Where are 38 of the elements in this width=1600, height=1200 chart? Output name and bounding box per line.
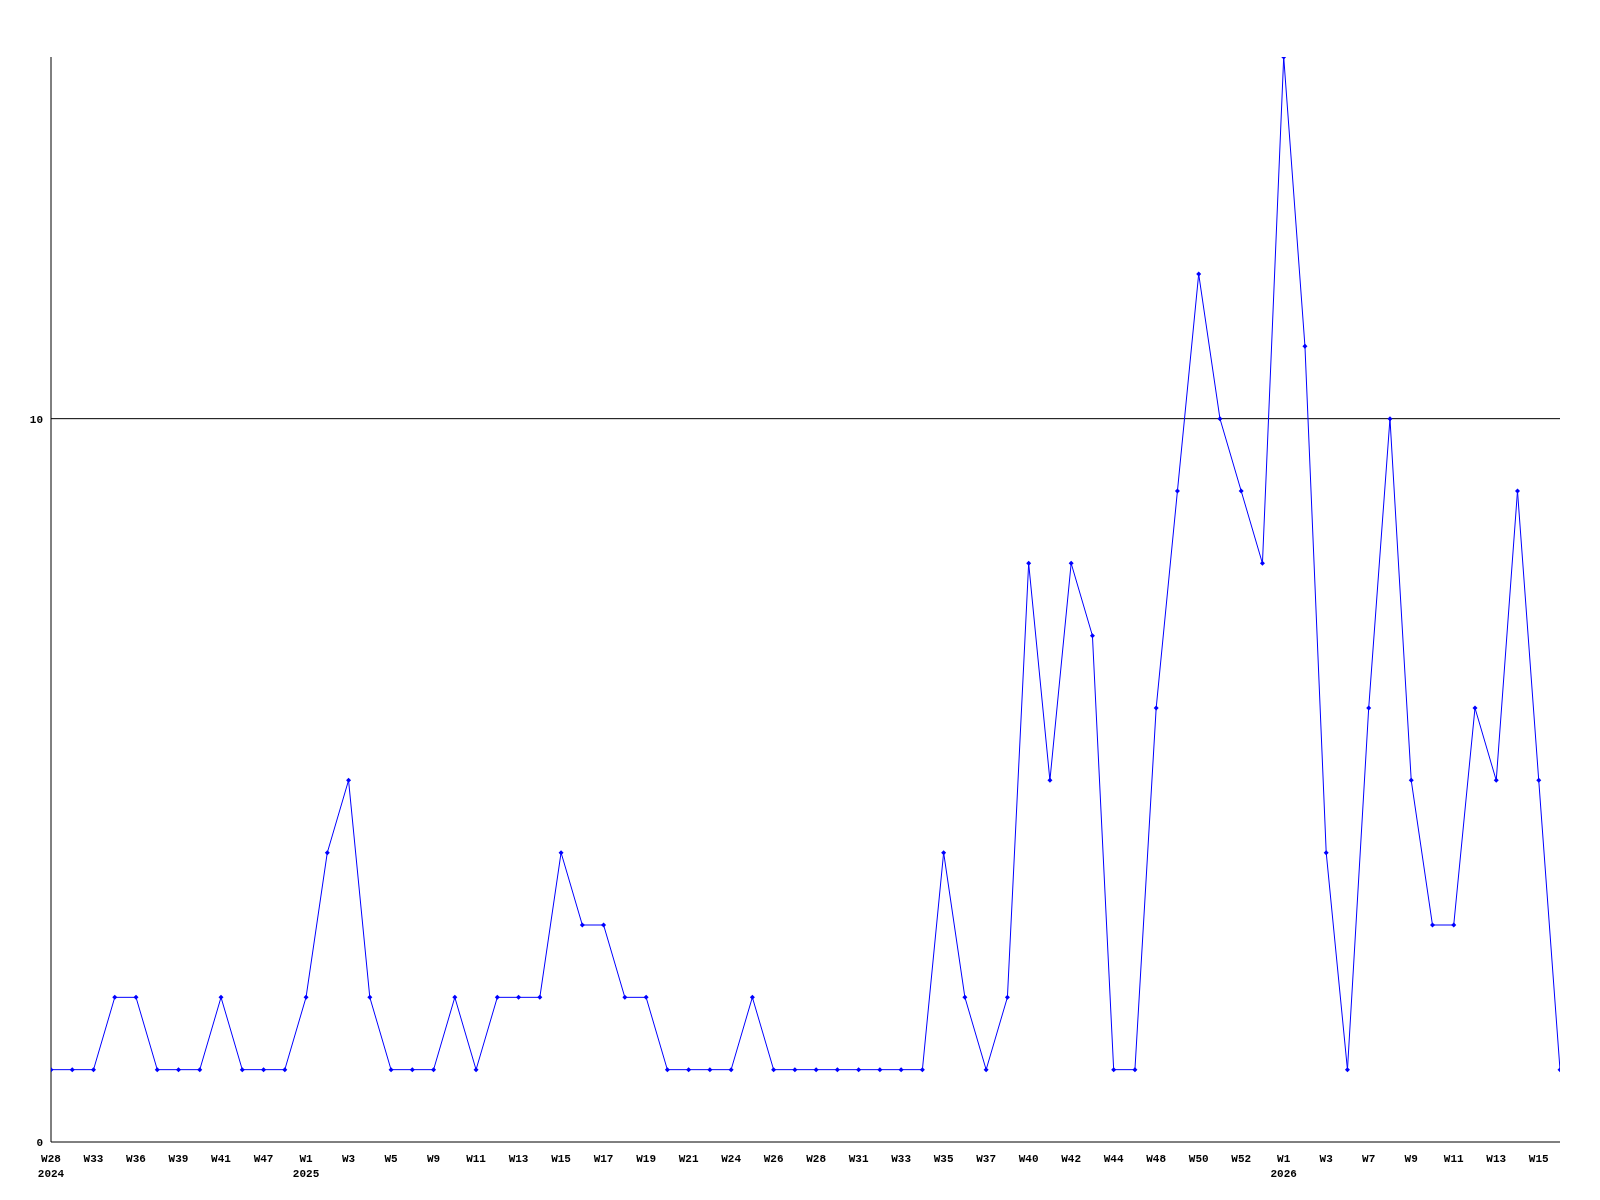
x-tick-label: W37	[976, 1153, 997, 1165]
x-tick-label: W39	[168, 1153, 189, 1165]
x-tick-label: W41	[211, 1153, 232, 1165]
x-tick-label: W52	[1231, 1153, 1252, 1165]
x-tick-label: W7	[1362, 1153, 1376, 1165]
y-tick-label: 0	[36, 1136, 43, 1149]
x-tick-label: W36	[126, 1153, 146, 1165]
x-tick-label: W31	[848, 1153, 869, 1165]
x-tick-label: W44	[1103, 1153, 1124, 1165]
x-tick-label: W42	[1061, 1153, 1082, 1165]
x-tick-label: W17	[593, 1153, 614, 1165]
x-tick-label: W3	[341, 1153, 356, 1165]
x-tick-label: W15	[1528, 1153, 1550, 1165]
x-tick-label: W48	[1146, 1153, 1167, 1165]
y-tick-label: 10	[29, 413, 43, 426]
x-tick-label: W1 2025	[292, 1153, 320, 1180]
x-tick-label: W40	[1018, 1153, 1039, 1165]
x-tick-label: W11	[1443, 1153, 1465, 1165]
x-tick-label: W28 2024	[37, 1153, 65, 1180]
x-tick-label: W13	[1486, 1153, 1507, 1165]
x-tick-label: W1 2026	[1270, 1153, 1297, 1180]
x-tick-label: W13	[508, 1153, 529, 1165]
x-tick-label: W47	[253, 1153, 274, 1165]
x-tick-label: W9	[426, 1153, 441, 1165]
x-tick-label: W3	[1319, 1153, 1334, 1165]
x-tick-label: W5	[384, 1153, 399, 1165]
x-tick-label: W15	[551, 1153, 572, 1165]
x-tick-label: W50	[1188, 1153, 1209, 1165]
x-tick-label: W21	[678, 1153, 699, 1165]
x-tick-label: W11	[466, 1153, 487, 1165]
x-tick-label: W19	[636, 1153, 656, 1165]
x-tick-label: W33	[83, 1153, 104, 1165]
x-tick-label: W26	[763, 1153, 784, 1165]
x-tick-label: W28	[806, 1153, 827, 1165]
x-tick-label: W9	[1404, 1153, 1418, 1165]
x-tick-label: W35	[933, 1153, 954, 1165]
x-tick-label: W24	[721, 1153, 742, 1165]
x-tick-label: W33	[891, 1153, 912, 1165]
